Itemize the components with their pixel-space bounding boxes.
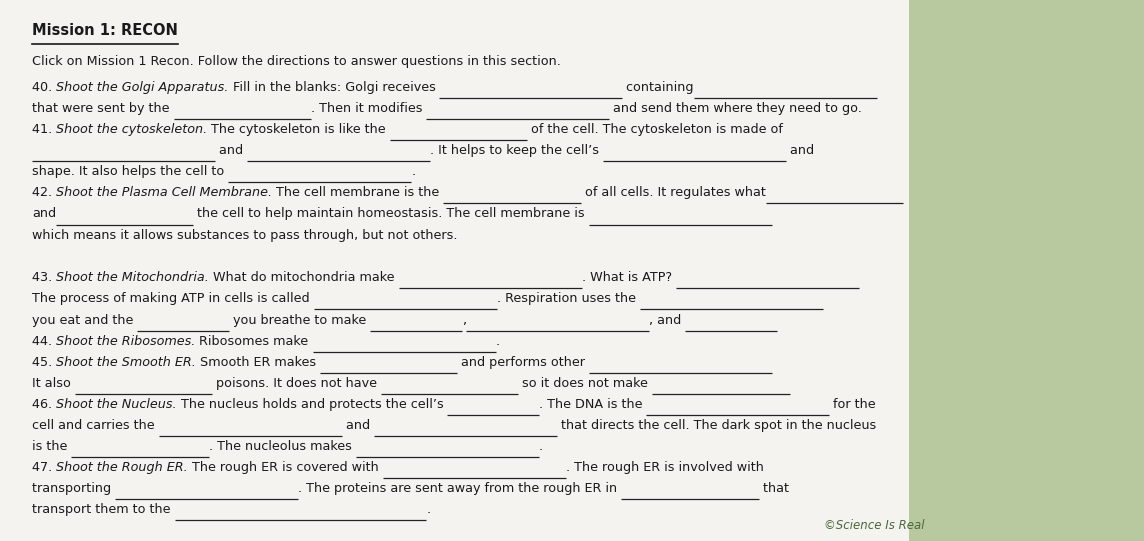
Text: .: . — [412, 166, 415, 179]
Text: transporting: transporting — [32, 483, 116, 496]
Text: 44.: 44. — [32, 335, 56, 348]
Text: 42.: 42. — [32, 187, 56, 200]
Text: Shoot the Ribosomes.: Shoot the Ribosomes. — [56, 335, 196, 348]
Text: you breathe to make: you breathe to make — [229, 314, 371, 327]
Text: Smooth ER makes: Smooth ER makes — [196, 356, 320, 369]
Text: cell and carries the: cell and carries the — [32, 419, 159, 432]
Text: . The nucleolus makes: . The nucleolus makes — [208, 440, 356, 453]
Text: so it does not make: so it does not make — [518, 377, 652, 390]
Text: that directs the cell. The dark spot in the nucleus: that directs the cell. The dark spot in … — [557, 419, 876, 432]
Text: .: . — [495, 335, 500, 348]
Text: . Then it modifies: . Then it modifies — [311, 102, 427, 115]
Text: shape. It also helps the cell to: shape. It also helps the cell to — [32, 166, 229, 179]
Text: Shoot the Nucleus.: Shoot the Nucleus. — [56, 398, 176, 411]
Text: that: that — [758, 483, 788, 496]
Text: which means it allows substances to pass through, but not others.: which means it allows substances to pass… — [32, 229, 458, 242]
Text: Mission 1: RECON: Mission 1: RECON — [32, 23, 178, 38]
Text: and: and — [786, 144, 815, 157]
Bar — [0, 0, 909, 541]
Text: Shoot the Plasma Cell Membrane.: Shoot the Plasma Cell Membrane. — [56, 187, 272, 200]
Text: and performs other: and performs other — [458, 356, 589, 369]
Text: Fill in the blanks: Golgi receives: Fill in the blanks: Golgi receives — [229, 81, 439, 94]
Text: What do mitochondria make: What do mitochondria make — [209, 272, 398, 285]
Text: of all cells. It regulates what: of all cells. It regulates what — [581, 187, 765, 200]
Text: and: and — [32, 208, 56, 221]
Text: The nucleus holds and protects the cell’s: The nucleus holds and protects the cell’… — [176, 398, 447, 411]
Text: Shoot the cytoskeleton.: Shoot the cytoskeleton. — [56, 123, 207, 136]
Text: , and: , and — [649, 314, 685, 327]
Text: that were sent by the: that were sent by the — [32, 102, 174, 115]
Text: 41.: 41. — [32, 123, 56, 136]
Text: and: and — [342, 419, 374, 432]
Text: . What is ATP?: . What is ATP? — [581, 272, 676, 285]
Text: . The DNA is the: . The DNA is the — [539, 398, 646, 411]
Text: and send them where they need to go.: and send them where they need to go. — [610, 102, 863, 115]
Text: It also: It also — [32, 377, 74, 390]
Text: Ribosomes make: Ribosomes make — [196, 335, 312, 348]
Text: transport them to the: transport them to the — [32, 504, 175, 517]
Text: The process of making ATP in cells is called: The process of making ATP in cells is ca… — [32, 293, 313, 306]
Text: The rough ER is covered with: The rough ER is covered with — [188, 461, 382, 474]
Text: The cytoskeleton is like the: The cytoskeleton is like the — [207, 123, 390, 136]
Text: Shoot the Golgi Apparatus.: Shoot the Golgi Apparatus. — [56, 81, 229, 94]
Text: Shoot the Smooth ER.: Shoot the Smooth ER. — [56, 356, 196, 369]
Text: the cell to help maintain homeostasis. The cell membrane is: the cell to help maintain homeostasis. T… — [193, 208, 589, 221]
Text: ©Science Is Real: ©Science Is Real — [824, 519, 924, 532]
Text: The cell membrane is the: The cell membrane is the — [272, 187, 444, 200]
Text: is the: is the — [32, 440, 71, 453]
Text: .: . — [539, 440, 542, 453]
Text: 45.: 45. — [32, 356, 56, 369]
Text: for the: for the — [829, 398, 876, 411]
Text: . Respiration uses the: . Respiration uses the — [496, 293, 639, 306]
Text: you eat and the: you eat and the — [32, 314, 137, 327]
Text: Shoot the Mitochondria.: Shoot the Mitochondria. — [56, 272, 209, 285]
Text: .: . — [427, 504, 430, 517]
Text: . The rough ER is involved with: . The rough ER is involved with — [565, 461, 763, 474]
Text: poisons. It does not have: poisons. It does not have — [212, 377, 381, 390]
Text: and: and — [215, 144, 247, 157]
Text: 40.: 40. — [32, 81, 56, 94]
Text: 46.: 46. — [32, 398, 56, 411]
Text: Shoot the Rough ER.: Shoot the Rough ER. — [56, 461, 188, 474]
Text: . The proteins are sent away from the rough ER in: . The proteins are sent away from the ro… — [299, 483, 621, 496]
Text: containing: containing — [622, 81, 694, 94]
Text: Click on Mission 1 Recon. Follow the directions to answer questions in this sect: Click on Mission 1 Recon. Follow the dir… — [32, 55, 561, 68]
Text: . It helps to keep the cell’s: . It helps to keep the cell’s — [430, 144, 603, 157]
Text: 43.: 43. — [32, 272, 56, 285]
Text: of the cell. The cytoskeleton is made of: of the cell. The cytoskeleton is made of — [527, 123, 784, 136]
Text: ,: , — [462, 314, 466, 327]
Text: 47.: 47. — [32, 461, 56, 474]
